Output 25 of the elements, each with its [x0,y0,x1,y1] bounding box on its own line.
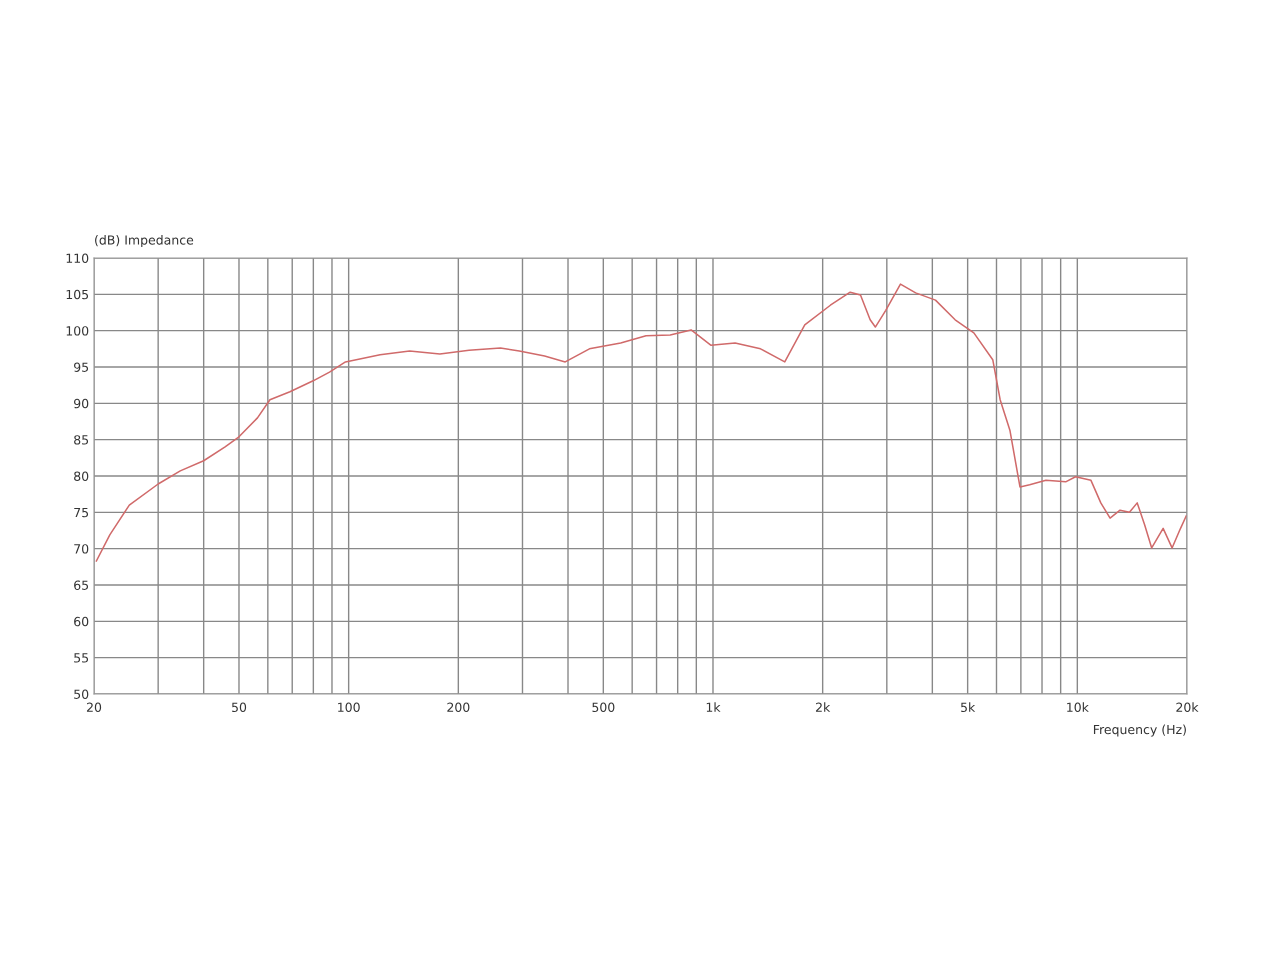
y-tick-label: 70 [74,544,89,554]
y-tick-label: 95 [74,362,89,372]
y-tick-label: 90 [74,398,89,409]
x-axis-title: Frequency (Hz) [1093,724,1186,737]
x-tick-label: 20 [86,702,102,713]
x-tick-label: 500 [592,702,615,713]
x-tick-label: 50 [231,702,247,713]
x-tick-label: 1k [706,702,721,712]
x-tick-label: 5k [961,702,976,713]
y-tick-label: 110 [66,253,89,263]
x-tick-label: 2k [815,702,831,712]
y-tick-label: 100 [66,326,89,336]
y-axis-title: (dB) Impedance [95,235,194,248]
x-tick-label: 10k [1067,702,1089,713]
y-tick-label: 80 [74,471,89,481]
y-tick-label: 65 [74,580,89,590]
y-tick-label: 105 [66,289,89,300]
y-tick-label: 55 [74,653,89,663]
y-tick-label: 75 [74,507,89,518]
y-tick-label: 85 [74,435,89,445]
y-tick-label: 60 [74,616,89,627]
x-tick-label: 100 [338,702,360,713]
x-tick-label: 200 [447,702,470,713]
y-tick-label: 50 [74,689,89,699]
x-tick-label: 20k [1176,702,1199,713]
